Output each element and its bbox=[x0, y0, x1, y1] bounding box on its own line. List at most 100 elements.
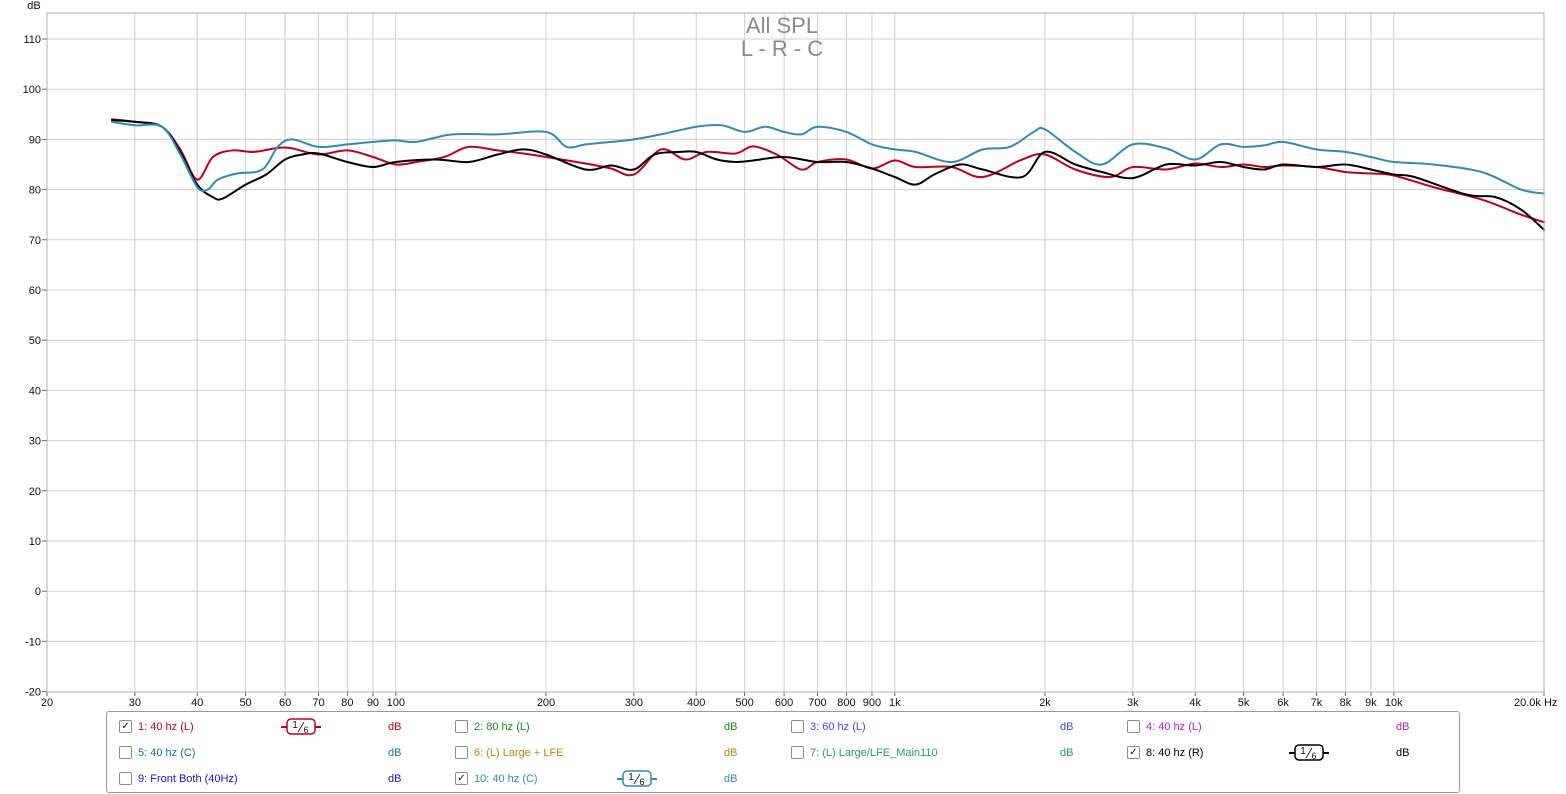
x-tick-label: 6k bbox=[1277, 697, 1289, 709]
legend-checkbox[interactable]: ✓ bbox=[455, 772, 468, 785]
svg-text:6: 6 bbox=[1311, 751, 1316, 761]
series-line bbox=[111, 119, 1545, 231]
legend-item: ✓ 10: 40 hz (C) 1 6 dB bbox=[455, 770, 785, 788]
plot-frame bbox=[46, 12, 1545, 693]
x-tick-label: 80 bbox=[341, 697, 353, 709]
legend-unit: dB bbox=[1060, 747, 1074, 759]
x-tick-label: 1k bbox=[889, 697, 901, 709]
legend-checkbox[interactable] bbox=[791, 746, 804, 759]
x-tick-label: 3k bbox=[1127, 697, 1139, 709]
legend-unit: dB bbox=[1060, 721, 1074, 733]
y-tick-label: 100 bbox=[23, 84, 41, 96]
legend-unit: dB bbox=[388, 721, 402, 733]
x-tick-label: 4k bbox=[1189, 697, 1201, 709]
legend-item: 4: 40 hz (L) dB bbox=[1127, 718, 1457, 736]
legend-checkbox[interactable] bbox=[791, 720, 804, 733]
legend-unit: dB bbox=[388, 773, 402, 785]
svg-text:1: 1 bbox=[1300, 746, 1306, 757]
svg-text:6: 6 bbox=[303, 725, 308, 735]
legend-checkbox[interactable] bbox=[119, 772, 132, 785]
legend-item: 2: 80 hz (L) dB bbox=[455, 718, 785, 736]
series-line bbox=[111, 118, 1545, 224]
svg-text:1: 1 bbox=[292, 720, 298, 731]
x-tick-label: 7k bbox=[1311, 697, 1323, 709]
y-tick-label: 80 bbox=[29, 185, 41, 197]
y-tick-label: 110 bbox=[23, 34, 41, 46]
x-tick-label: 9k bbox=[1365, 697, 1377, 709]
x-tick-label: 70 bbox=[312, 697, 324, 709]
svg-text:6: 6 bbox=[639, 777, 644, 787]
y-tick-label: 90 bbox=[29, 134, 41, 146]
series-lines bbox=[111, 118, 1545, 231]
series-line bbox=[111, 120, 1545, 195]
grid-lines bbox=[47, 13, 1544, 692]
legend-checkbox[interactable] bbox=[455, 746, 468, 759]
legend-item: ✓ 1: 40 hz (L) 1 6 dB bbox=[119, 718, 449, 736]
legend-checkbox[interactable]: ✓ bbox=[1127, 746, 1140, 759]
y-tick-label: 10 bbox=[29, 536, 41, 548]
y-tick-label: 30 bbox=[29, 436, 41, 448]
x-tick-label: 100 bbox=[387, 697, 405, 709]
legend-checkbox[interactable]: ✓ bbox=[119, 720, 132, 733]
legend-label: 7: (L) Large/LFE_Main110 bbox=[810, 747, 938, 759]
legend-unit: dB bbox=[724, 721, 738, 733]
legend-label: 8: 40 hz (R) bbox=[1146, 747, 1204, 759]
x-tick-label: 20.0k Hz bbox=[1514, 697, 1557, 709]
legend-label: 4: 40 hz (L) bbox=[1146, 721, 1202, 733]
x-tick-label: 90 bbox=[367, 697, 379, 709]
legend-label: 5: 40 hz (C) bbox=[138, 747, 196, 759]
legend-label: 1: 40 hz (L) bbox=[138, 721, 194, 733]
x-tick-label: 30 bbox=[129, 697, 141, 709]
legend-unit: dB bbox=[1396, 747, 1410, 759]
y-tick-label: 0 bbox=[35, 586, 41, 598]
legend-label: 6: (L) Large + LFE bbox=[474, 747, 564, 759]
svg-text:1: 1 bbox=[628, 772, 634, 783]
x-tick-label: 8k bbox=[1340, 697, 1352, 709]
x-tick-label: 40 bbox=[191, 697, 203, 709]
chart-subtitle: L - R - C bbox=[741, 36, 823, 61]
legend-label: 10: 40 hz (C) bbox=[474, 773, 538, 785]
y-tick-label: -20 bbox=[25, 687, 41, 699]
y-tick-label: 60 bbox=[29, 285, 41, 297]
y-unit-label: dB bbox=[27, 0, 40, 12]
legend-item: 3: 60 hz (L) dB bbox=[791, 718, 1121, 736]
y-tick-label: 40 bbox=[29, 385, 41, 397]
x-tick-label: 50 bbox=[239, 697, 251, 709]
legend-unit: dB bbox=[388, 747, 402, 759]
legend-item: 9: Front Both (40Hz) dB bbox=[119, 770, 449, 788]
legend-item: ✓ 8: 40 hz (R) 1 6 dB bbox=[1127, 744, 1457, 762]
x-tick-label: 500 bbox=[735, 697, 753, 709]
legend-label: 9: Front Both (40Hz) bbox=[138, 773, 238, 785]
legend-panel: ✓ 1: 40 hz (L) 1 6 dB 2: 80 hz (L) dB 3: 60 hz … bbox=[106, 711, 1460, 793]
x-tick-label: 5k bbox=[1238, 697, 1250, 709]
legend-unit: dB bbox=[1396, 721, 1410, 733]
legend-item: 5: 40 hz (C) dB bbox=[119, 744, 449, 762]
x-tick-label: 400 bbox=[687, 697, 705, 709]
x-tick-label: 600 bbox=[775, 697, 793, 709]
y-tick-label: 50 bbox=[29, 335, 41, 347]
x-tick-label: 2k bbox=[1039, 697, 1051, 709]
x-tick-label: 10k bbox=[1385, 697, 1403, 709]
x-tick-label: 200 bbox=[537, 697, 555, 709]
x-tick-label: 900 bbox=[863, 697, 881, 709]
legend-checkbox[interactable] bbox=[119, 746, 132, 759]
legend-checkbox[interactable] bbox=[455, 720, 468, 733]
legend-item: 7: (L) Large/LFE_Main110 dB bbox=[791, 744, 1121, 762]
y-tick-label: 20 bbox=[29, 486, 41, 498]
y-tick-label: 70 bbox=[29, 235, 41, 247]
y-tick-label: -10 bbox=[25, 636, 41, 648]
legend-label: 2: 80 hz (L) bbox=[474, 721, 530, 733]
x-tick-label: 20 bbox=[41, 697, 53, 709]
chart-title: All SPL bbox=[746, 13, 818, 38]
legend-label: 3: 60 hz (L) bbox=[810, 721, 866, 733]
x-tick-label: 300 bbox=[625, 697, 643, 709]
legend-checkbox[interactable] bbox=[1127, 720, 1140, 733]
x-tick-label: 60 bbox=[279, 697, 291, 709]
x-tick-label: 800 bbox=[837, 697, 855, 709]
legend-unit: dB bbox=[724, 773, 738, 785]
